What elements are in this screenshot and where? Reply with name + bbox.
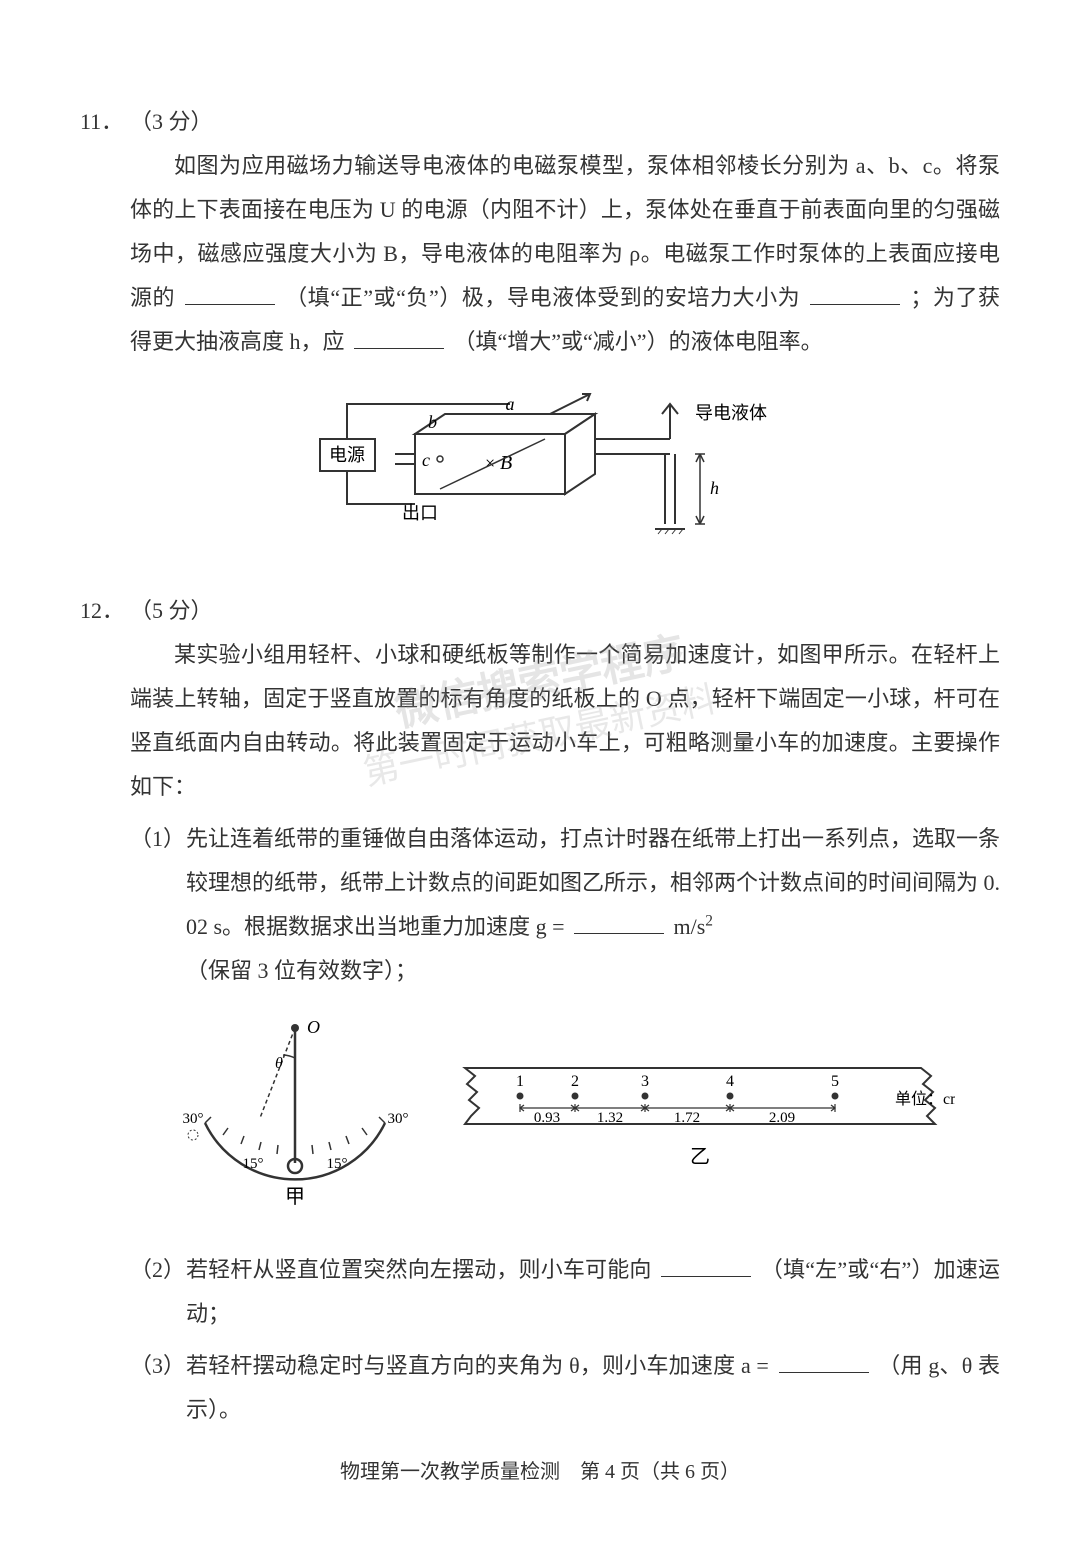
q12-sub1-num: （1） xyxy=(130,817,186,949)
q12-number: 12． xyxy=(80,589,130,633)
fig11-a-label: a xyxy=(506,394,515,414)
fig-yi-label: 乙 xyxy=(690,1146,710,1168)
fig-yi-p3: 3 xyxy=(641,1073,649,1090)
fig11-power-label: 电源 xyxy=(329,445,365,465)
fig-yi-gap3: 1.72 xyxy=(674,1110,700,1126)
fig-yi-p4: 4 xyxy=(726,1073,734,1090)
fig-jia-tick-30L: 30° xyxy=(183,1111,204,1127)
q12-sub1-unit: m/s2 xyxy=(673,914,713,939)
q11-blank-3 xyxy=(354,327,444,349)
q12-sub2-num: （2） xyxy=(130,1248,186,1336)
fig11-b-label: b xyxy=(428,412,437,432)
q12-intro: 某实验小组用轻杆、小球和硬纸板等制作一个简易加速度计，如图甲所示。在轻杆上端装上… xyxy=(130,633,1000,809)
fig-jia-tick-15L: 15° xyxy=(243,1156,264,1172)
fig-yi-gap2: 1.32 xyxy=(597,1110,623,1126)
fig11-liquid-label: 导电液体 xyxy=(695,403,767,423)
fig-jia-theta: θ xyxy=(275,1055,283,1072)
q11-number: 11． xyxy=(80,100,130,144)
q11-text-2: （填“正”或“负”）极，导电液体受到的安培力大小为 xyxy=(285,285,800,310)
fig11-h-label: h xyxy=(710,478,719,498)
fig-jia-tick-30R: 30° xyxy=(388,1111,409,1127)
fig-yi-p1: 1 xyxy=(516,1073,524,1090)
q11-figure: 电源 出口 xyxy=(80,384,1000,559)
q12-sub2-blank xyxy=(661,1255,751,1277)
q12-sub2-text-a: 若轻杆从竖直位置突然向左摆动，则小车可能向 xyxy=(186,1257,652,1282)
question-11: 11． （3 分） 如图为应用磁场力输送导电液体的电磁泵模型，泵体相邻棱长分别为… xyxy=(80,100,1000,559)
q11-text-4: （填“增大”或“减小”）的液体电阻率。 xyxy=(454,329,823,354)
fig-yi-p2: 2 xyxy=(571,1073,579,1090)
q12-figures: O θ xyxy=(80,1013,1000,1228)
page-footer: 物理第一次教学质量检测 第 4 页（共 6 页） xyxy=(0,1452,1080,1492)
q11-blank-2 xyxy=(810,283,900,305)
fig11-c-label: c xyxy=(422,450,430,470)
fig-yi-p5: 5 xyxy=(831,1073,839,1090)
fig-jia-label: 甲 xyxy=(285,1186,305,1208)
q12-sub3-text-a: 若轻杆摆动稳定时与竖直方向的夹角为 θ，则小车加速度 a = xyxy=(186,1353,769,1378)
fig11-outlet-label: 出口 xyxy=(402,503,438,523)
q11-points: （3 分） xyxy=(130,100,213,144)
fig-yi-unit: 单位：cm xyxy=(895,1090,955,1108)
q11-body: 如图为应用磁场力输送导电液体的电磁泵模型，泵体相邻棱长分别为 a、b、c。将泵体… xyxy=(130,144,1000,364)
fig-jia-tick-15R: 15° xyxy=(327,1156,348,1172)
q12-sub1-text-b: （保留 3 位有效数字）； xyxy=(186,949,1000,993)
q12-sub1-text: 先让连着纸带的重锤做自由落体运动，打点计时器在纸带上打出一系列点，选取一条较理想… xyxy=(186,817,1000,949)
q12-sub3-num: （3） xyxy=(130,1344,186,1432)
q11-blank-1 xyxy=(185,283,275,305)
fig-yi-gap1: 0.93 xyxy=(534,1110,560,1126)
q12-sub2-text: 若轻杆从竖直位置突然向左摆动，则小车可能向 （填“左”或“右”）加速运动； xyxy=(186,1248,1000,1336)
q12-sub1-blank xyxy=(574,912,664,934)
question-12: 12． （5 分） 某实验小组用轻杆、小球和硬纸板等制作一个简易加速度计，如图甲… xyxy=(80,589,1000,1432)
fig-yi-gap4: 2.09 xyxy=(769,1110,795,1126)
q12-sub3-blank xyxy=(779,1351,869,1373)
q12-sub3-text: 若轻杆摆动稳定时与竖直方向的夹角为 θ，则小车加速度 a = （用 g、θ 表示… xyxy=(186,1344,1000,1432)
q12-points: （5 分） xyxy=(130,589,213,633)
fig-jia-O: O xyxy=(307,1017,320,1037)
